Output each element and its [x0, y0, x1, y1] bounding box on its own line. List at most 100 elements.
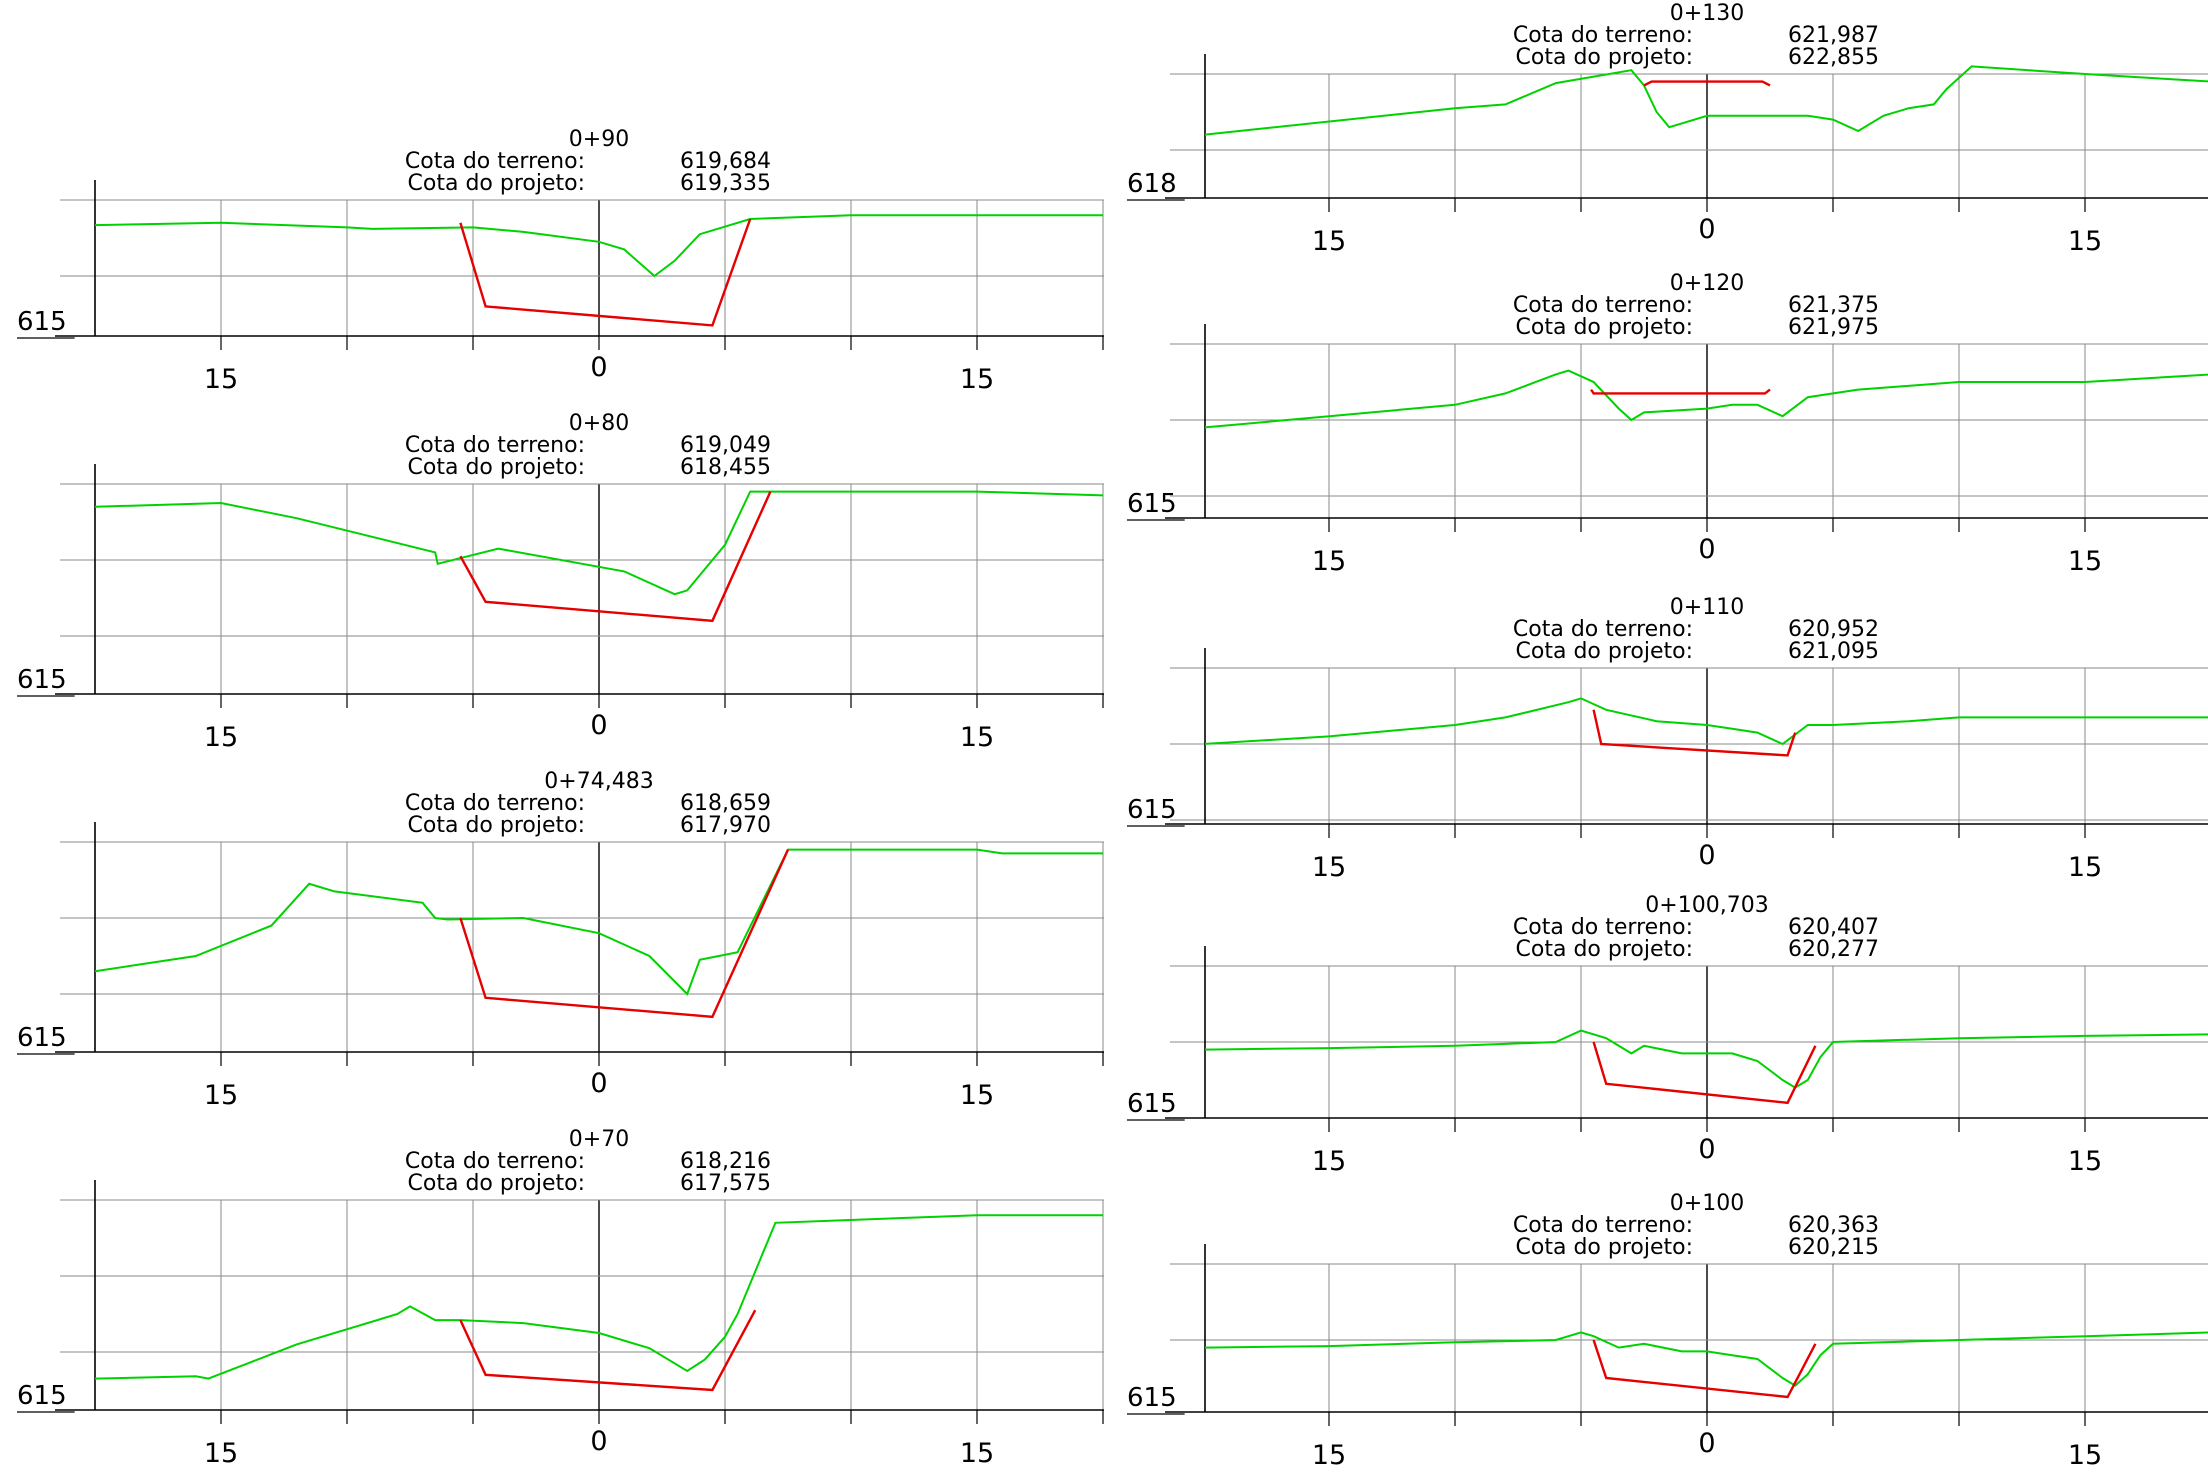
station-label-center: 0 [1698, 214, 1715, 245]
terrain-elevation-label: Cota do terreno: [1513, 293, 1693, 318]
station-title: 0+100 [1670, 1191, 1744, 1216]
design-elevation-value: 617,970 [680, 813, 771, 838]
terrain-elevation-value: 620,363 [1788, 1213, 1879, 1238]
design-section-line [1592, 1339, 1817, 1399]
reference-elevation-label: 615 [1127, 1383, 1177, 1413]
station-title: 0+120 [1670, 271, 1744, 296]
station-label-right: 15 [2068, 226, 2102, 257]
design-section-line [459, 849, 790, 1019]
station-label-center: 0 [1698, 1428, 1715, 1459]
design-elevation-value: 622,855 [1788, 45, 1879, 70]
terrain-elevation-value: 618,659 [680, 791, 771, 816]
design-elevation-label: Cota do projeto: [408, 1171, 585, 1196]
terrain-profile-line [1205, 369, 2208, 429]
design-elevation-value: 621,095 [1788, 639, 1879, 664]
design-elevation-value: 617,575 [680, 1171, 771, 1196]
terrain-elevation-value: 619,049 [680, 433, 771, 458]
terrain-elevation-label: Cota do terreno: [1513, 617, 1693, 642]
station-label-center: 0 [1698, 534, 1715, 565]
terrain-elevation-label: Cota do terreno: [1513, 1213, 1693, 1238]
station-label-left: 15 [204, 1080, 238, 1111]
terrain-profile-line [1205, 65, 2208, 136]
design-elevation-label: Cota do projeto: [1516, 639, 1693, 664]
design-elevation-value: 619,335 [680, 171, 771, 196]
terrain-profile-line [1205, 1029, 2208, 1089]
reference-elevation-label: 615 [1127, 1089, 1177, 1119]
station-title: 0+80 [569, 411, 629, 436]
reference-elevation-label: 615 [17, 1381, 67, 1411]
station-label-right: 15 [960, 722, 994, 753]
reference-elevation-label: 615 [1127, 795, 1177, 825]
terrain-profile-line [95, 214, 1103, 278]
station-label-left: 15 [1312, 852, 1346, 883]
terrain-elevation-label: Cota do terreno: [405, 791, 585, 816]
station-label-left: 15 [1312, 546, 1346, 577]
design-elevation-label: Cota do projeto: [1516, 1235, 1693, 1260]
station-label-left: 15 [204, 1438, 238, 1469]
terrain-elevation-value: 620,407 [1788, 915, 1879, 940]
station-label-right: 15 [2068, 1440, 2102, 1471]
station-title: 0+74,483 [544, 769, 653, 794]
terrain-profile-line [95, 848, 1103, 996]
station-title: 0+110 [1670, 595, 1744, 620]
station-label-center: 0 [590, 710, 607, 741]
station-title: 0+100,703 [1645, 893, 1768, 918]
terrain-elevation-label: Cota do terreno: [1513, 23, 1693, 48]
station-label-center: 0 [590, 1426, 607, 1457]
station-label-left: 15 [1312, 1146, 1346, 1177]
terrain-profile-line [95, 490, 1104, 596]
station-label-left: 15 [1312, 226, 1346, 257]
design-elevation-value: 618,455 [680, 455, 771, 480]
terrain-profile-line [95, 1214, 1103, 1380]
station-label-right: 15 [960, 1080, 994, 1111]
terrain-elevation-label: Cota do terreno: [405, 433, 585, 458]
station-label-center: 0 [590, 352, 607, 383]
station-label-left: 15 [204, 722, 238, 753]
station-title: 0+70 [569, 1127, 629, 1152]
design-elevation-label: Cota do projeto: [1516, 315, 1693, 340]
station-title: 0+130 [1670, 1, 1744, 26]
station-label-left: 15 [1312, 1440, 1346, 1471]
design-section-line [1592, 1041, 1817, 1105]
terrain-elevation-value: 621,987 [1788, 23, 1879, 48]
terrain-profile-line [1205, 1331, 2208, 1387]
design-section-line [459, 1309, 757, 1392]
terrain-elevation-value: 618,216 [680, 1149, 771, 1174]
station-label-center: 0 [590, 1068, 607, 1099]
reference-elevation-label: 615 [1127, 489, 1177, 519]
reference-elevation-label: 618 [1127, 169, 1177, 199]
station-label-right: 15 [2068, 1146, 2102, 1177]
design-section-line [1592, 709, 1797, 757]
terrain-elevation-value: 621,375 [1788, 293, 1879, 318]
reference-elevation-label: 615 [17, 665, 67, 695]
terrain-elevation-label: Cota do terreno: [1513, 915, 1693, 940]
design-elevation-value: 620,277 [1788, 937, 1879, 962]
design-section-line [1590, 388, 1771, 395]
design-elevation-value: 621,975 [1788, 315, 1879, 340]
terrain-elevation-value: 619,684 [680, 149, 771, 174]
station-label-center: 0 [1698, 1134, 1715, 1165]
station-label-right: 15 [960, 364, 994, 395]
station-label-left: 15 [204, 364, 238, 395]
terrain-elevation-value: 620,952 [1788, 617, 1879, 642]
reference-elevation-label: 615 [17, 307, 67, 337]
station-label-right: 15 [2068, 852, 2102, 883]
design-section-line [459, 491, 772, 623]
design-elevation-label: Cota do projeto: [1516, 45, 1693, 70]
terrain-elevation-label: Cota do terreno: [405, 149, 585, 174]
terrain-profile-line [1205, 697, 2208, 746]
station-title: 0+90 [569, 127, 629, 152]
station-label-center: 0 [1698, 840, 1715, 871]
design-elevation-label: Cota do projeto: [408, 171, 585, 196]
terrain-elevation-label: Cota do terreno: [405, 1149, 585, 1174]
reference-elevation-label: 615 [17, 1023, 67, 1053]
